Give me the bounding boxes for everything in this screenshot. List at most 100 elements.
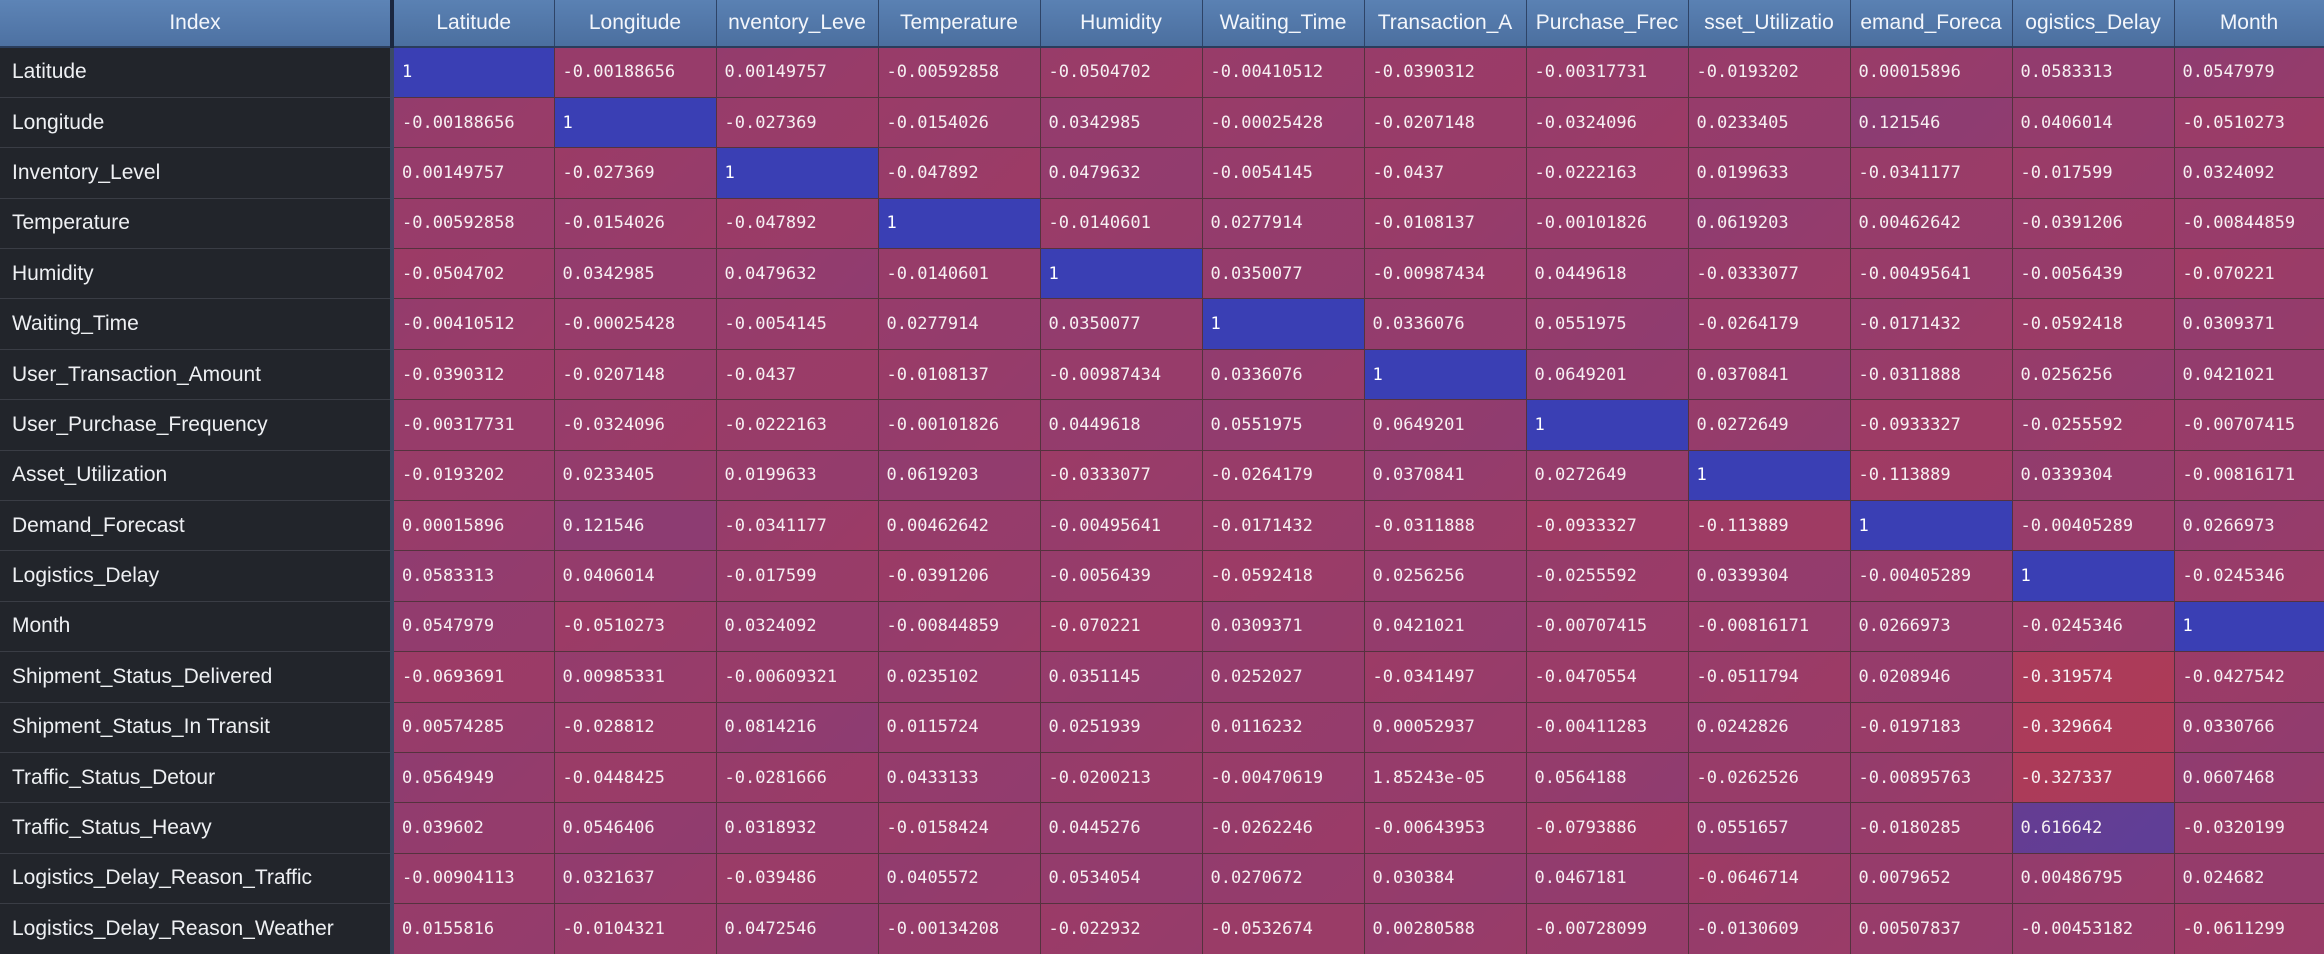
- table-cell[interactable]: -0.0140601: [1040, 198, 1203, 250]
- table-row[interactable]: Shipment_Status_Delivered -0.0693691 0.009…: [0, 651, 2324, 703]
- table-row[interactable]: Traffic_Status_Detour 0.0564949 -0.0448425…: [0, 752, 2324, 804]
- column-header[interactable]: Purchase_Frec: [1526, 0, 1689, 48]
- table-cell[interactable]: -0.0532674: [1202, 903, 1365, 954]
- table-cell[interactable]: -0.0171432: [1850, 298, 2013, 350]
- column-header[interactable]: Temperature: [878, 0, 1041, 48]
- table-cell[interactable]: -0.0264179: [1202, 450, 1365, 502]
- table-cell[interactable]: -0.00188656: [392, 97, 555, 149]
- table-cell[interactable]: 0.0619203: [878, 450, 1041, 502]
- table-cell[interactable]: 0.00462642: [1850, 198, 2013, 250]
- table-cell[interactable]: 0.0309371: [2174, 298, 2324, 350]
- row-index-label[interactable]: Logistics_Delay_Reason_Weather: [0, 903, 394, 954]
- table-row[interactable]: Humidity -0.0504702 0.0342985 0.0479632 -0.0…: [0, 248, 2324, 300]
- table-cell[interactable]: 0.0467181: [1526, 853, 1689, 905]
- table-cell[interactable]: 0.0449618: [1526, 248, 1689, 300]
- table-cell[interactable]: 1: [1688, 450, 1851, 502]
- table-cell[interactable]: -0.047892: [716, 198, 879, 250]
- table-cell[interactable]: 0.121546: [1850, 97, 2013, 149]
- table-cell[interactable]: -0.113889: [1688, 500, 1851, 552]
- table-cell[interactable]: 1: [2174, 601, 2324, 653]
- table-cell[interactable]: -0.0222163: [716, 399, 879, 451]
- table-cell[interactable]: 0.0336076: [1202, 349, 1365, 401]
- column-header[interactable]: nventory_Leve: [716, 0, 879, 48]
- table-cell[interactable]: 0.0079652: [1850, 853, 2013, 905]
- table-cell[interactable]: -0.017599: [2012, 147, 2175, 199]
- table-cell[interactable]: 0.121546: [554, 500, 717, 552]
- table-cell[interactable]: 1: [1850, 500, 2013, 552]
- table-cell[interactable]: -0.0193202: [1688, 47, 1851, 98]
- table-cell[interactable]: -0.113889: [1850, 450, 2013, 502]
- table-cell[interactable]: 0.0370841: [1364, 450, 1527, 502]
- table-cell[interactable]: -0.0056439: [2012, 248, 2175, 300]
- table-cell[interactable]: -0.00188656: [554, 47, 717, 98]
- table-cell[interactable]: 0.0433133: [878, 752, 1041, 804]
- table-cell[interactable]: 0.024682: [2174, 853, 2324, 905]
- table-cell[interactable]: -0.0510273: [2174, 97, 2324, 149]
- table-cell[interactable]: 0.0814216: [716, 702, 879, 753]
- table-cell[interactable]: 0.0252027: [1202, 651, 1365, 703]
- table-row[interactable]: User_Purchase_Frequency -0.00317731 -0.032…: [0, 399, 2324, 451]
- table-cell[interactable]: -0.017599: [716, 550, 879, 602]
- table-cell[interactable]: 1.85243e-05: [1364, 752, 1527, 804]
- table-cell[interactable]: -0.0933327: [1526, 500, 1689, 552]
- table-cell[interactable]: 0.0339304: [1688, 550, 1851, 602]
- table-cell[interactable]: 0.0370841: [1688, 349, 1851, 401]
- table-cell[interactable]: -0.0448425: [554, 752, 717, 804]
- table-cell[interactable]: 0.0547979: [392, 601, 555, 653]
- table-cell[interactable]: 0.039602: [392, 802, 555, 854]
- row-index-label[interactable]: Latitude: [0, 47, 394, 98]
- row-index-label[interactable]: Inventory_Level: [0, 147, 394, 199]
- row-index-label[interactable]: Shipment_Status_Delivered: [0, 651, 394, 703]
- table-cell[interactable]: -0.0320199: [2174, 802, 2324, 854]
- table-cell[interactable]: 0.0342985: [1040, 97, 1203, 149]
- table-cell[interactable]: 0.0256256: [2012, 349, 2175, 401]
- table-cell[interactable]: -0.00707415: [2174, 399, 2324, 451]
- table-cell[interactable]: -0.00495641: [1850, 248, 2013, 300]
- row-index-label[interactable]: Shipment_Status_In Transit: [0, 702, 394, 753]
- table-cell[interactable]: -0.0154026: [554, 198, 717, 250]
- table-cell[interactable]: -0.00411283: [1526, 702, 1689, 753]
- table-cell[interactable]: 0.0421021: [1364, 601, 1527, 653]
- table-cell[interactable]: -0.070221: [2174, 248, 2324, 300]
- table-cell[interactable]: -0.00410512: [1202, 47, 1365, 98]
- table-cell[interactable]: 0.0266973: [2174, 500, 2324, 552]
- table-cell[interactable]: 0.00486795: [2012, 853, 2175, 905]
- table-cell[interactable]: -0.0437: [1364, 147, 1527, 199]
- row-index-label[interactable]: User_Purchase_Frequency: [0, 399, 394, 451]
- table-cell[interactable]: 0.0534054: [1040, 853, 1203, 905]
- table-cell[interactable]: -0.00101826: [878, 399, 1041, 451]
- table-cell[interactable]: 0.030384: [1364, 853, 1527, 905]
- row-index-label[interactable]: Logistics_Delay: [0, 550, 394, 602]
- table-cell[interactable]: -0.0158424: [878, 802, 1041, 854]
- table-cell[interactable]: -0.027369: [716, 97, 879, 149]
- table-cell[interactable]: -0.00101826: [1526, 198, 1689, 250]
- table-cell[interactable]: 0.0270672: [1202, 853, 1365, 905]
- table-row[interactable]: Longitude -0.00188656 1 -0.027369 -0.0154026…: [0, 97, 2324, 149]
- table-cell[interactable]: -0.00592858: [392, 198, 555, 250]
- table-cell[interactable]: 0.0116232: [1202, 702, 1365, 753]
- column-header[interactable]: Humidity: [1040, 0, 1203, 48]
- table-cell[interactable]: 0.0350077: [1040, 298, 1203, 350]
- table-row[interactable]: Shipment_Status_In Transit 0.00574285 -0.0…: [0, 702, 2324, 753]
- table-cell[interactable]: 0.0472546: [716, 903, 879, 954]
- table-cell[interactable]: -0.0510273: [554, 601, 717, 653]
- table-cell[interactable]: -0.027369: [554, 147, 717, 199]
- table-cell[interactable]: 1: [1526, 399, 1689, 451]
- table-cell[interactable]: 0.0583313: [392, 550, 555, 602]
- table-cell[interactable]: -0.0197183: [1850, 702, 2013, 753]
- row-index-label[interactable]: User_Transaction_Amount: [0, 349, 394, 401]
- table-cell[interactable]: -0.0108137: [1364, 198, 1527, 250]
- table-cell[interactable]: -0.0140601: [878, 248, 1041, 300]
- table-cell[interactable]: 0.0445276: [1040, 802, 1203, 854]
- table-cell[interactable]: -0.0391206: [878, 550, 1041, 602]
- table-cell[interactable]: -0.0054145: [1202, 147, 1365, 199]
- table-row[interactable]: Traffic_Status_Heavy 0.039602 0.0546406 0.0…: [0, 802, 2324, 854]
- table-cell[interactable]: -0.00470619: [1202, 752, 1365, 804]
- table-cell[interactable]: 0.00149757: [716, 47, 879, 98]
- table-cell[interactable]: -0.0646714: [1688, 853, 1851, 905]
- table-cell[interactable]: -0.00707415: [1526, 601, 1689, 653]
- table-cell[interactable]: 0.0277914: [878, 298, 1041, 350]
- table-cell[interactable]: -0.0311888: [1850, 349, 2013, 401]
- table-cell[interactable]: -0.0324096: [1526, 97, 1689, 149]
- table-cell[interactable]: 0.0649201: [1364, 399, 1527, 451]
